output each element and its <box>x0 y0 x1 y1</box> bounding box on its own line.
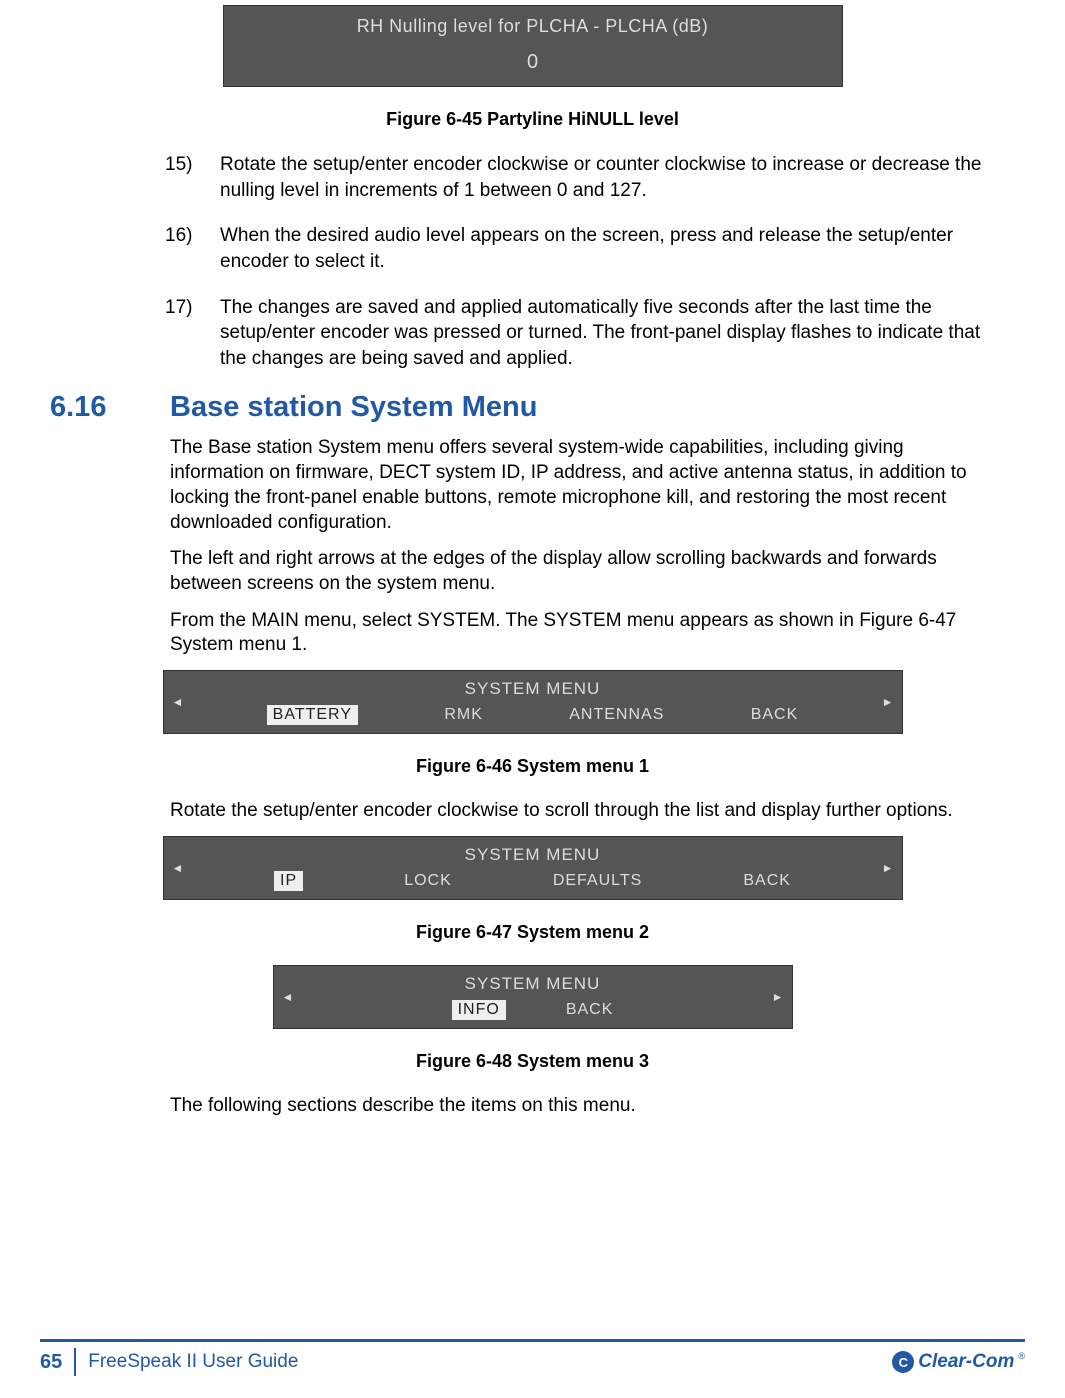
clearcom-logo: C Clear-Com ® <box>892 1351 1025 1373</box>
display-line1: RH Nulling level for PLCHA - PLCHA (dB) <box>224 10 842 47</box>
body-paragraph: Rotate the setup/enter encoder clockwise… <box>170 799 995 824</box>
logo-text: Clear-Com <box>918 1351 1014 1373</box>
figure-caption-48: Figure 6-48 System menu 3 <box>40 1051 1025 1072</box>
step-item: 16) When the desired audio level appears… <box>165 223 995 274</box>
menu-option: DEFAULTS <box>553 872 643 890</box>
step-number: 17) <box>165 295 220 372</box>
menu-option: BACK <box>566 1001 614 1019</box>
step-text: The changes are saved and applied automa… <box>220 295 995 372</box>
registered-mark-icon: ® <box>1018 1351 1025 1361</box>
figure-caption-47: Figure 6-47 System menu 2 <box>40 922 1025 943</box>
step-item: 17) The changes are saved and applied au… <box>165 295 995 372</box>
section-title: Base station System Menu <box>170 391 537 424</box>
page-footer: 65 FreeSpeak II User Guide C Clear-Com ® <box>0 1339 1065 1376</box>
guide-title: FreeSpeak II User Guide <box>88 1351 298 1373</box>
footer-left: 65 FreeSpeak II User Guide <box>40 1348 298 1376</box>
body-paragraph: The Base station System menu offers seve… <box>170 436 995 535</box>
system-menu-display-3: ◄ ► SYSTEM MENU INFO BACK <box>273 965 793 1029</box>
arrow-left-icon: ◄ <box>172 861 184 875</box>
footer-divider <box>40 1339 1025 1342</box>
step-list: 15) Rotate the setup/enter encoder clock… <box>165 152 995 371</box>
section-heading: 6.16 Base station System Menu <box>40 391 1025 424</box>
arrow-right-icon: ► <box>882 861 894 875</box>
logo-mark-icon: C <box>892 1351 914 1373</box>
step-number: 16) <box>165 223 220 274</box>
menu-option: ANTENNAS <box>569 706 664 724</box>
body-paragraph: The left and right arrows at the edges o… <box>170 547 995 596</box>
menu-option: BACK <box>743 872 791 890</box>
menu-option-selected: INFO <box>452 1000 506 1020</box>
body-paragraph: The following sections describe the item… <box>170 1094 995 1119</box>
step-text: Rotate the setup/enter encoder clockwise… <box>220 152 995 203</box>
menu-title: SYSTEM MENU <box>164 843 902 871</box>
body-paragraph: From the MAIN menu, select SYSTEM. The S… <box>170 609 995 658</box>
menu-option: BACK <box>751 706 799 724</box>
display-line2: 0 <box>224 47 842 78</box>
menu-title: SYSTEM MENU <box>274 972 792 1000</box>
menu-title: SYSTEM MENU <box>164 677 902 705</box>
arrow-right-icon: ► <box>772 990 784 1004</box>
step-text: When the desired audio level appears on … <box>220 223 995 274</box>
hinull-level-display: RH Nulling level for PLCHA - PLCHA (dB) … <box>223 5 843 87</box>
arrow-right-icon: ► <box>882 695 894 709</box>
menu-option: LOCK <box>404 872 452 890</box>
menu-options-row: IP LOCK DEFAULTS BACK <box>164 871 902 891</box>
figure-caption-45: Figure 6-45 Partyline HiNULL level <box>40 109 1025 130</box>
step-item: 15) Rotate the setup/enter encoder clock… <box>165 152 995 203</box>
arrow-left-icon: ◄ <box>172 695 184 709</box>
menu-option-selected: BATTERY <box>267 705 358 725</box>
menu-options-row: BATTERY RMK ANTENNAS BACK <box>164 705 902 725</box>
arrow-left-icon: ◄ <box>282 990 294 1004</box>
menu-option-selected: IP <box>274 871 303 891</box>
section-number: 6.16 <box>40 391 170 424</box>
step-number: 15) <box>165 152 220 203</box>
system-menu-display-2: ◄ ► SYSTEM MENU IP LOCK DEFAULTS BACK <box>163 836 903 900</box>
figure-caption-46: Figure 6-46 System menu 1 <box>40 756 1025 777</box>
menu-option: RMK <box>444 706 483 724</box>
menu-options-row: INFO BACK <box>274 1000 792 1020</box>
system-menu-display-1: ◄ ► SYSTEM MENU BATTERY RMK ANTENNAS BAC… <box>163 670 903 734</box>
page-number: 65 <box>40 1348 76 1376</box>
